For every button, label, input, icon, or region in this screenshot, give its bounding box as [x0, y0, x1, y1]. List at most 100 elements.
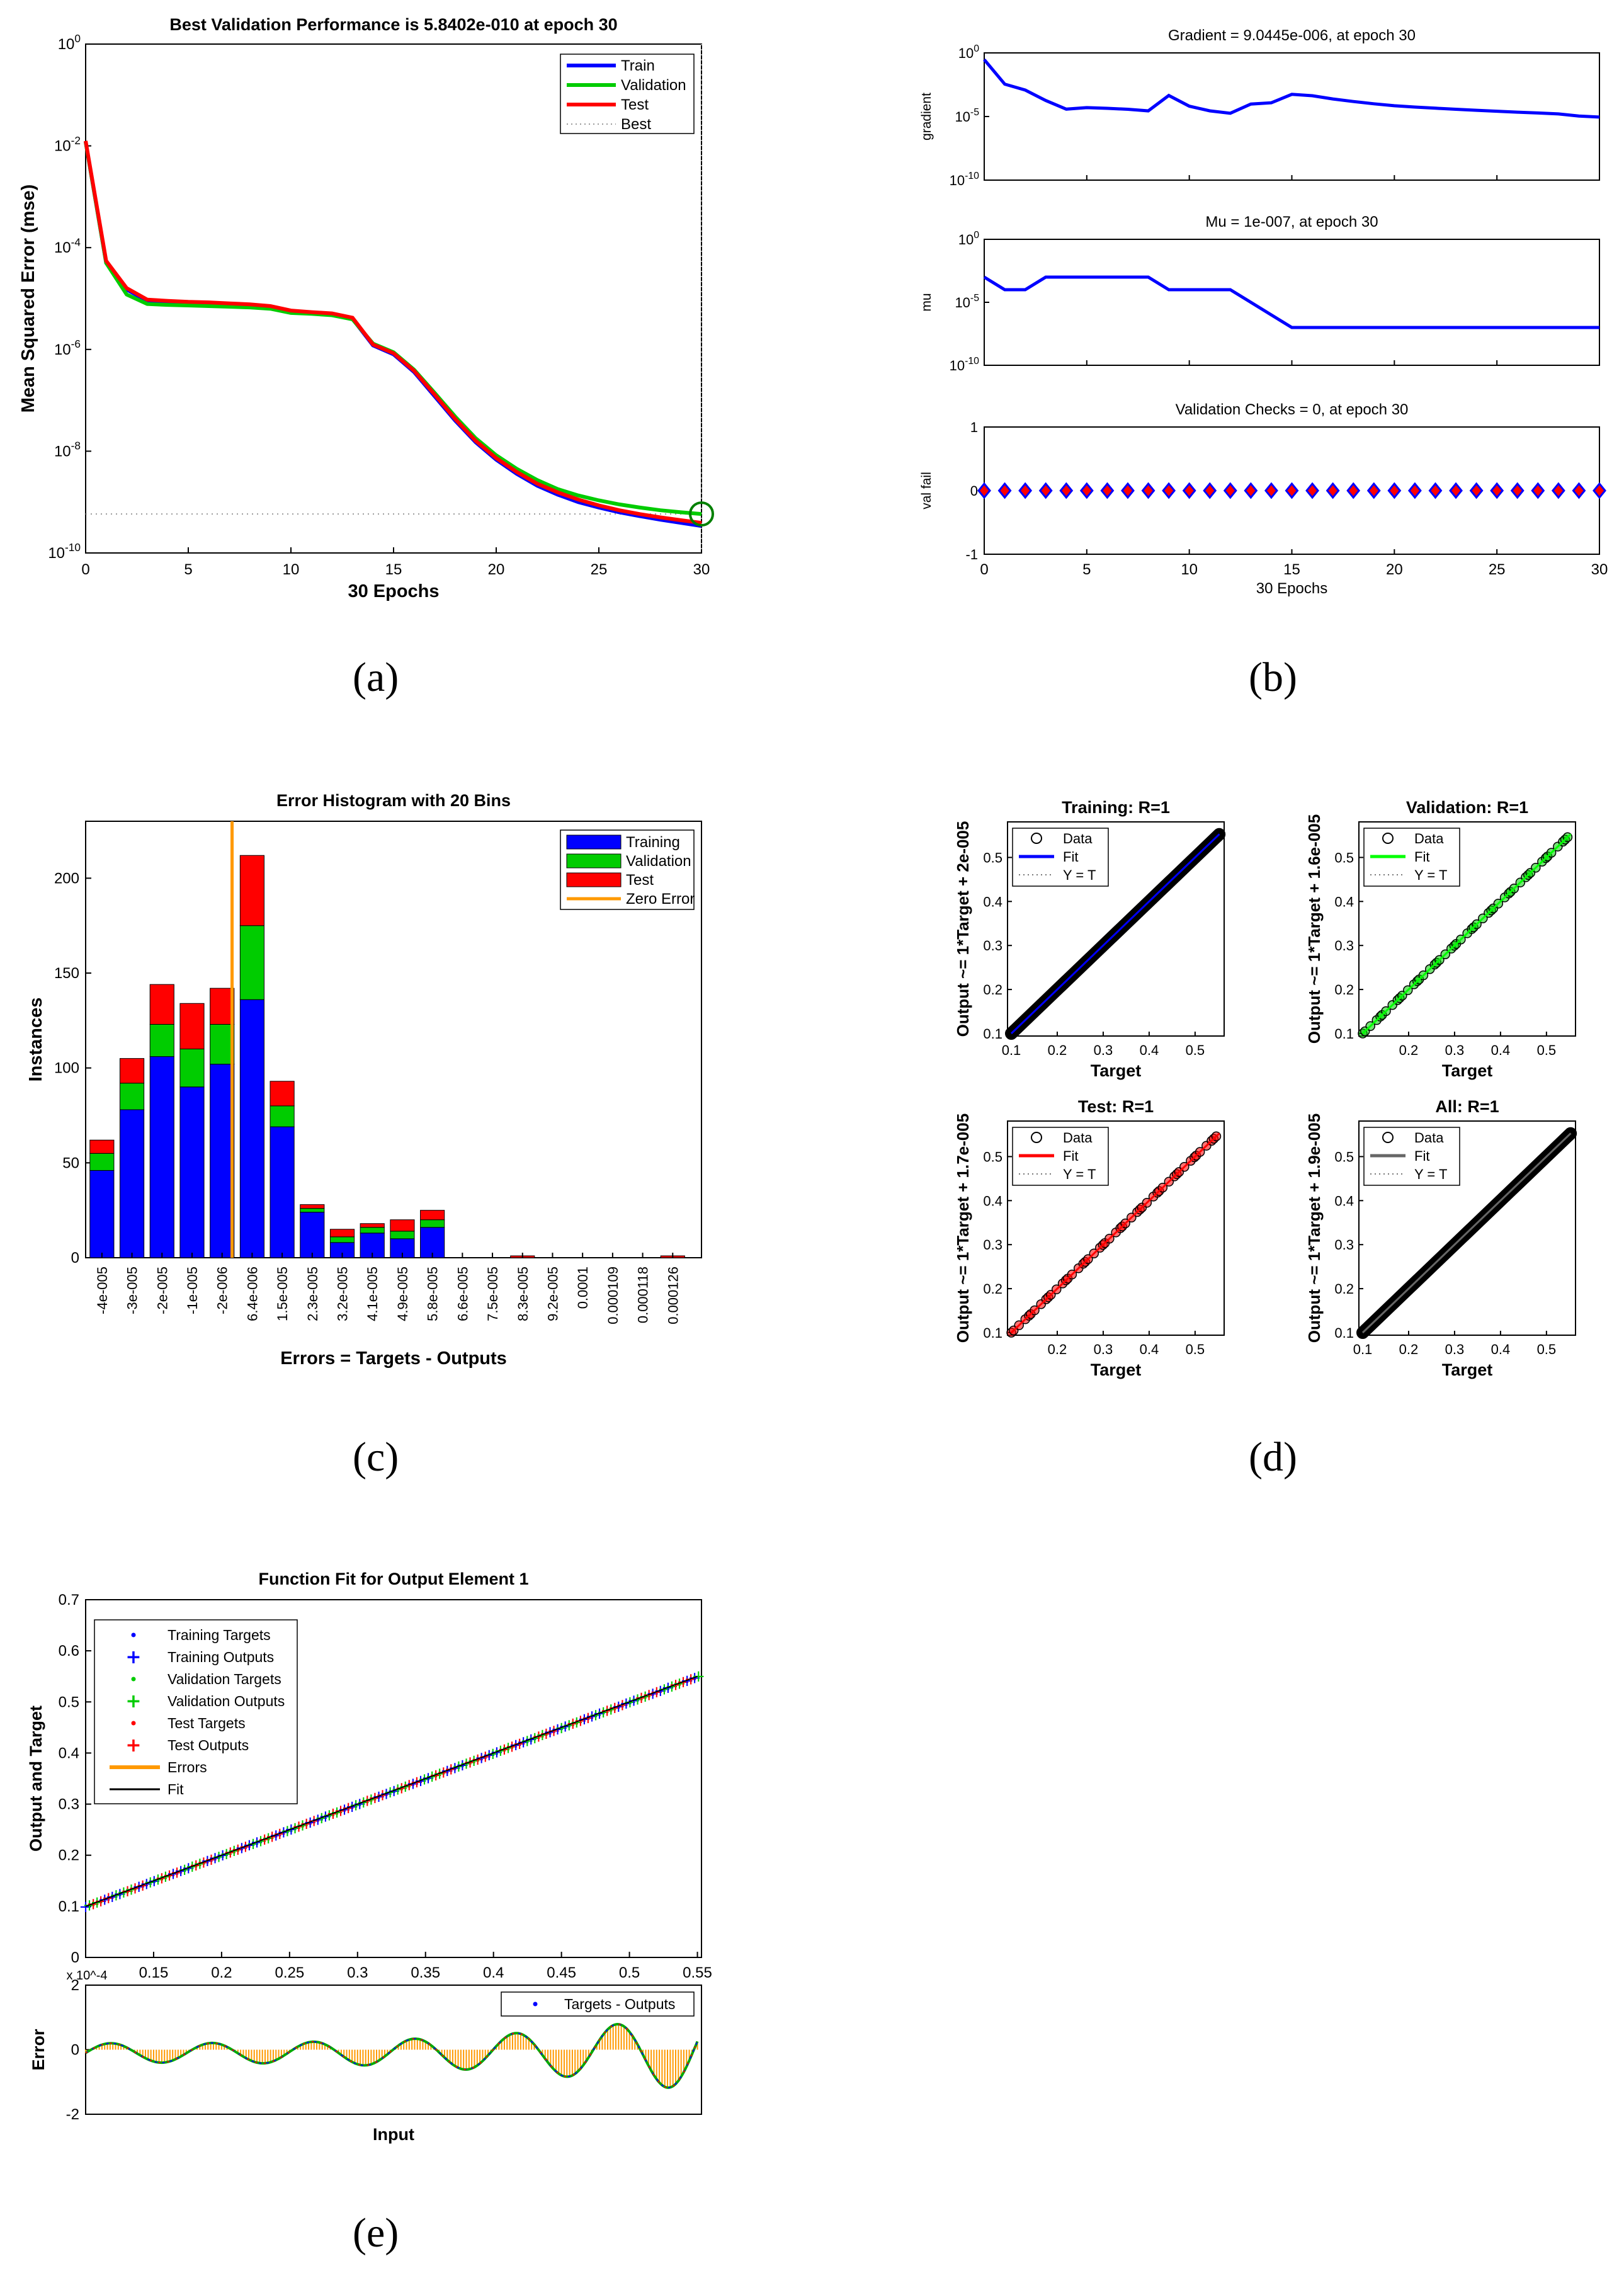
perf-legend-label: Test	[621, 96, 649, 113]
train-state-ytick-label: 100	[958, 230, 979, 248]
fit-legend-label: Validation Outputs	[168, 1693, 285, 1709]
hist-xtick-label: 7.5e-005	[485, 1267, 501, 1321]
caption-c: (c)	[353, 1434, 399, 1480]
hist-xtick-label: 3.2e-005	[335, 1267, 351, 1321]
regression-ytick-label: 0.1	[1334, 1325, 1354, 1341]
error-legend-swatch	[533, 2002, 538, 2007]
fit-xlabel: Input	[373, 2125, 414, 2144]
hist-xlabel: Errors = Targets - Outputs	[280, 1348, 507, 1369]
error-legend-label: Targets - Outputs	[564, 1996, 675, 2012]
regression-ytick-label: 0.2	[1334, 982, 1354, 998]
hist-bar-test	[239, 855, 264, 926]
regression-ytick-label: 0.3	[983, 1237, 1002, 1253]
regression-ytick-label: 0.5	[1334, 1149, 1354, 1165]
train-state-ytick-label: 10-10	[950, 356, 980, 373]
val-fail-marker	[1223, 482, 1237, 499]
regression-xtick-label: 0.5	[1537, 1042, 1557, 1058]
regression-ytick-label: 0.1	[983, 1026, 1002, 1042]
regression-legend-label: Data	[1414, 831, 1444, 846]
regression-xtick-label: 0.5	[1537, 1341, 1557, 1357]
train-state-axes-0	[984, 52, 1600, 181]
regression-xtick-label: 0.1	[1353, 1341, 1373, 1357]
regression-title-0: Training: R=1	[1062, 798, 1170, 817]
fit-xtick-label: 0.3	[347, 1964, 368, 1981]
val-fail-marker	[1593, 482, 1606, 499]
hist-legend-label: Zero Error	[626, 891, 695, 908]
hist-xtick-label: -3e-005	[125, 1267, 140, 1314]
fit-ytick-label: 0.2	[59, 1847, 79, 1864]
regression-legend-label: Y = T	[1063, 1166, 1096, 1182]
regression-xtick-label: 0.1	[1002, 1042, 1021, 1058]
fit-legend-label: Fit	[168, 1781, 184, 1797]
hist-xtick-label: -4e-005	[94, 1267, 110, 1314]
regression-xtick-label: 0.4	[1140, 1042, 1159, 1058]
perf-legend-label: Train	[621, 57, 655, 74]
fit-ytick-label: 0.1	[59, 1898, 79, 1915]
regression-xtick-label: 0.3	[1094, 1341, 1113, 1357]
hist-bar-test	[179, 1003, 205, 1050]
regression-ytick-label: 0.5	[1334, 850, 1354, 865]
val-fail-marker	[1264, 482, 1278, 499]
perf-xtick-label: 0	[81, 561, 89, 578]
val-fail-marker	[1141, 482, 1156, 499]
regression-ytick-label: 0.1	[983, 1325, 1002, 1341]
fit-output-marker: +	[79, 1898, 93, 1916]
fit-ytick-label: 0.4	[59, 1745, 79, 1762]
train-state-xtick-label: 25	[1489, 561, 1506, 578]
regression-xtick-label: 0.4	[1491, 1042, 1511, 1058]
val-fail-marker	[1182, 482, 1196, 499]
fit-legend-label: Training Targets	[168, 1627, 271, 1643]
val-fail-marker	[1490, 482, 1504, 499]
regression-legend-label: Data	[1063, 831, 1093, 846]
hist-bar-test	[300, 1204, 325, 1209]
regression-xlabel-2: Target	[1091, 1360, 1142, 1379]
hist-bar-validation	[149, 1023, 174, 1057]
hist-bar-validation	[300, 1208, 325, 1213]
regression-legend-label: Fit	[1414, 849, 1429, 865]
perf-best-marker	[689, 501, 714, 527]
regression-title-2: Test: R=1	[1078, 1097, 1154, 1116]
hist-bar-training	[149, 1056, 174, 1258]
perf-legend	[560, 54, 695, 134]
fit-legend-label: Training Outputs	[168, 1649, 274, 1665]
fit-ytick-label: 0.6	[59, 1643, 79, 1660]
caption-e: (e)	[353, 2210, 399, 2256]
hist-bar-training	[300, 1212, 325, 1258]
perf-xtick-label: 25	[591, 561, 608, 578]
train-state-ytick-label: -1	[965, 547, 978, 562]
regression-fit-line	[1010, 833, 1220, 1035]
hist-xtick-label: 0.000118	[635, 1267, 651, 1323]
hist-bar-validation	[329, 1236, 355, 1243]
regression-ytick-label: 0.2	[1334, 1281, 1354, 1297]
regression-fit-line	[1361, 1132, 1572, 1334]
regression-legend-data-swatch	[1382, 1132, 1394, 1143]
error-curve-test	[85, 2023, 698, 2088]
val-fail-marker	[1469, 482, 1484, 499]
caption-b: (b)	[1249, 654, 1297, 700]
train-state-ytick-label: 100	[958, 43, 979, 61]
val-fail-marker	[1572, 482, 1586, 499]
perf-ytick-label: 10-8	[54, 440, 81, 460]
regression-ytick-label: 0.3	[1334, 938, 1354, 954]
regression-legend-data-swatch	[1031, 833, 1042, 844]
hist-xtick-label: 8.3e-005	[515, 1267, 531, 1321]
fit-xtick-label: 0.2	[211, 1964, 232, 1981]
fit-ytick-label: 0.5	[59, 1694, 79, 1711]
regression-xtick-label: 0.2	[1048, 1042, 1067, 1058]
train-state-xlabel: 30 Epochs	[1256, 580, 1327, 597]
hist-bar-validation	[270, 1105, 295, 1127]
train-state-title-1: Mu = 1e-007, at epoch 30	[1205, 214, 1378, 231]
hist-bar-test	[329, 1229, 355, 1238]
regression-legend-label: Fit	[1063, 849, 1078, 865]
caption-a: (a)	[353, 654, 399, 700]
hist-bar-validation	[210, 1023, 235, 1065]
fit-ytick-label: 0	[71, 1949, 79, 1966]
fit-title: Function Fit for Output Element 1	[259, 1569, 529, 1588]
regression-legend-label: Data	[1063, 1130, 1093, 1146]
regression-xtick-label: 0.4	[1491, 1341, 1511, 1357]
regression-ylabel-3: Output ~= 1*Target + 1.9e-005	[1305, 1113, 1324, 1343]
hist-bar-training	[270, 1126, 295, 1258]
regression-xtick-label: 0.3	[1445, 1042, 1465, 1058]
fit-legend-label: Test Targets	[168, 1715, 246, 1731]
